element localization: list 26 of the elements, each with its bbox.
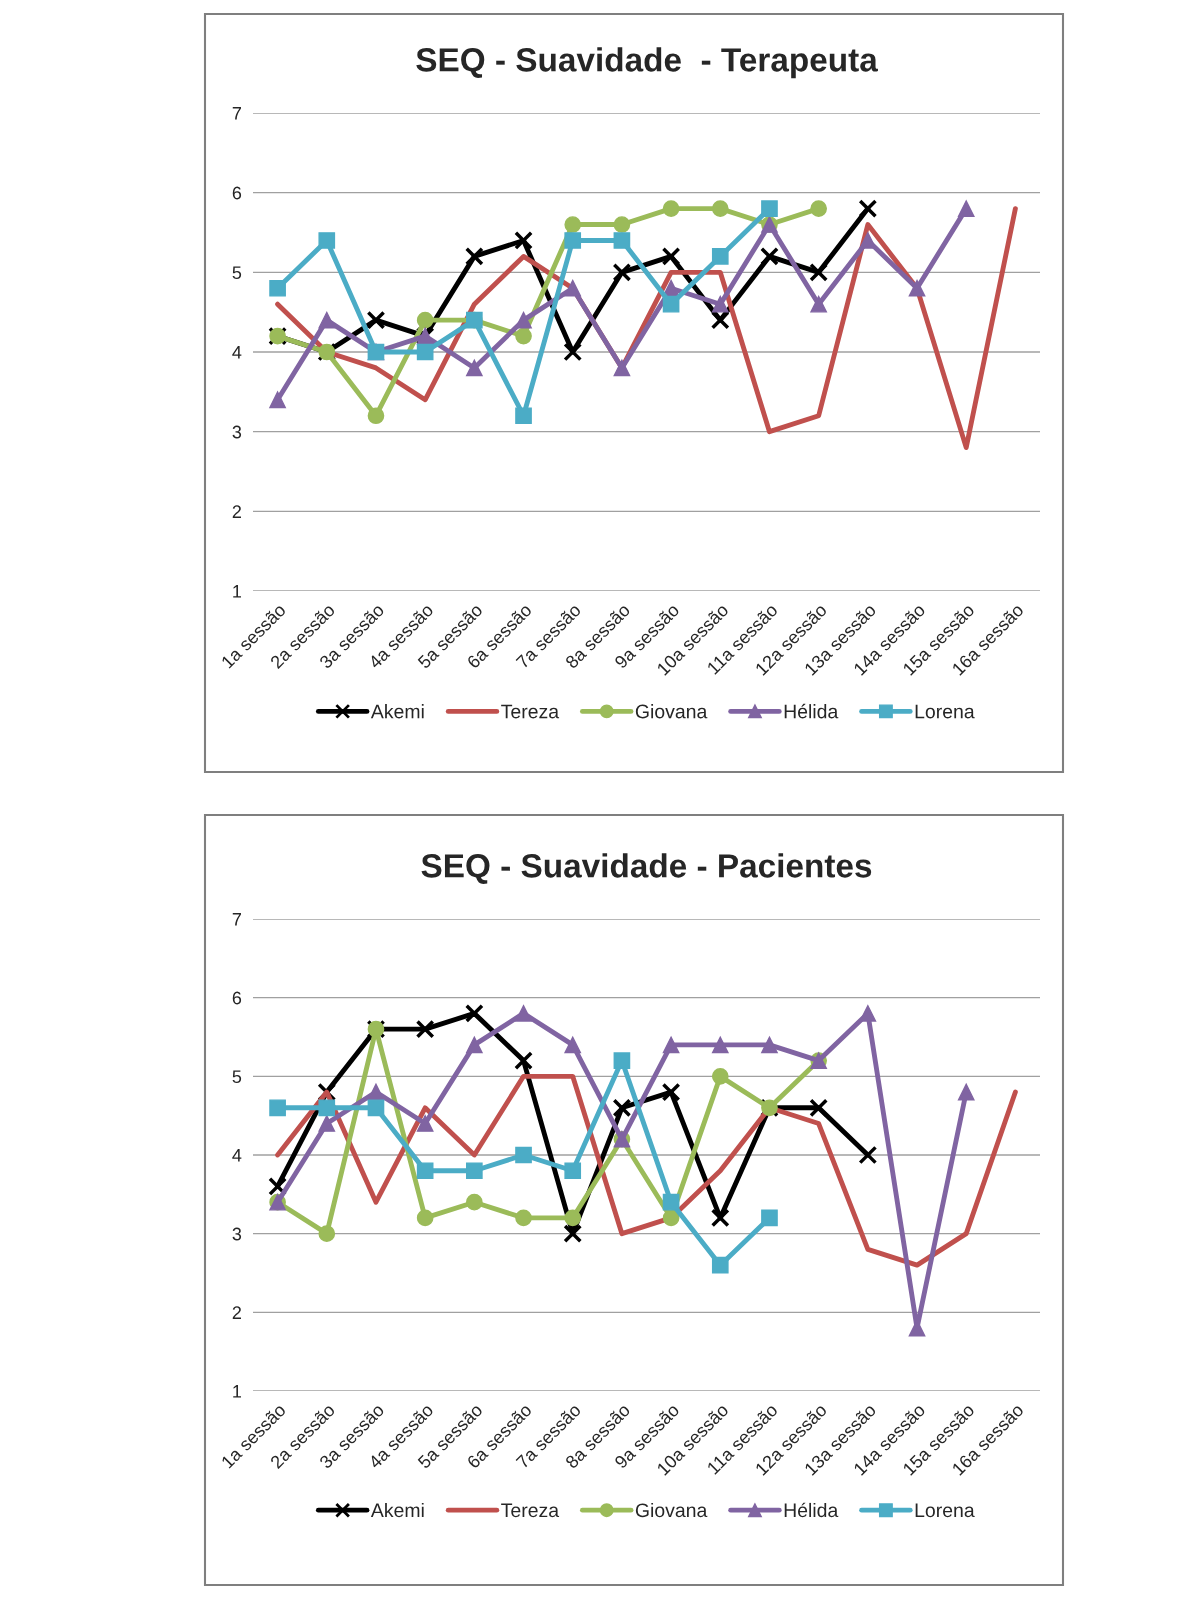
legend-label: Lorena (915, 704, 975, 719)
y-tick-label: 2 (232, 1306, 241, 1319)
y-tick-label: 1 (233, 1385, 242, 1398)
y-tick-label: 6 (232, 991, 242, 1005)
legend-label: Akemi (370, 704, 424, 719)
legend-label: Hélida (784, 703, 839, 719)
y-tick-label: 1 (233, 585, 242, 598)
legend-label: Tereza (501, 1503, 560, 1518)
y-tick-label: 5 (232, 1070, 242, 1084)
y-tick-label: 7 (232, 107, 241, 120)
y-tick-label: 6 (232, 186, 242, 200)
chart-title: SEQ - Suavidade - Terapeuta (416, 47, 878, 79)
y-tick-label: 2 (232, 505, 241, 518)
y-tick-label: 7 (232, 913, 241, 926)
legend-label: Akemi (370, 1502, 424, 1518)
legend-label: Giovana (635, 704, 708, 719)
y-tick-label: 3 (232, 1227, 242, 1241)
y-tick-label: 5 (232, 266, 242, 280)
legend-label: Tereza (501, 704, 560, 719)
y-tick-label: 3 (232, 425, 242, 439)
y-tick-label: 4 (232, 1149, 242, 1162)
y-tick-label: 4 (232, 346, 242, 359)
legend-label: Hélida (784, 1502, 839, 1518)
legend-label: Giovana (635, 1502, 708, 1518)
chart-title: SEQ - Suavidade - Pacientes (421, 853, 872, 884)
legend-label: Lorena (915, 1503, 975, 1518)
